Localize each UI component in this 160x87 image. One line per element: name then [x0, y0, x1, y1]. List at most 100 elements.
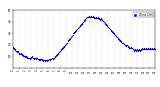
- Point: [128, 47, 130, 48]
- Point: [153, 48, 156, 50]
- Point: [88, 15, 90, 17]
- Point: [102, 21, 105, 22]
- Point: [123, 44, 125, 45]
- Point: [63, 45, 66, 46]
- Point: [71, 34, 74, 35]
- Point: [25, 57, 28, 58]
- Point: [83, 19, 86, 21]
- Point: [127, 46, 129, 47]
- Point: [15, 51, 18, 52]
- Point: [147, 48, 150, 49]
- Point: [136, 49, 138, 51]
- Point: [120, 42, 123, 43]
- Point: [72, 33, 74, 34]
- Point: [12, 48, 15, 49]
- Point: [74, 30, 77, 31]
- Point: [33, 57, 36, 58]
- Point: [132, 49, 135, 50]
- Point: [90, 16, 93, 17]
- Point: [44, 60, 46, 61]
- Point: [124, 45, 127, 47]
- Point: [36, 57, 38, 59]
- Point: [50, 58, 53, 59]
- Point: [108, 28, 111, 29]
- Point: [118, 40, 121, 41]
- Point: [122, 42, 124, 44]
- Point: [142, 48, 144, 50]
- Point: [106, 26, 109, 27]
- Point: [125, 45, 127, 46]
- Point: [19, 52, 22, 54]
- Point: [149, 48, 152, 49]
- Point: [139, 49, 141, 51]
- Point: [41, 59, 43, 60]
- Point: [76, 28, 79, 29]
- Point: [101, 19, 104, 21]
- Point: [130, 46, 133, 48]
- Point: [79, 25, 81, 26]
- Point: [42, 60, 44, 61]
- Point: [19, 53, 21, 54]
- Point: [41, 59, 44, 61]
- Point: [136, 49, 139, 50]
- Point: [43, 59, 46, 61]
- Point: [112, 33, 115, 34]
- Point: [84, 18, 87, 20]
- Point: [89, 17, 91, 18]
- Point: [92, 16, 95, 17]
- Point: [12, 46, 14, 48]
- Point: [53, 57, 56, 58]
- Point: [90, 15, 92, 17]
- Point: [105, 24, 108, 25]
- Point: [105, 25, 108, 26]
- Point: [51, 57, 54, 58]
- Point: [28, 57, 30, 59]
- Point: [100, 19, 103, 20]
- Point: [109, 29, 112, 31]
- Point: [66, 41, 69, 42]
- Point: [110, 30, 113, 32]
- Point: [86, 17, 89, 18]
- Point: [131, 47, 133, 48]
- Point: [37, 59, 39, 60]
- Point: [152, 49, 155, 50]
- Point: [70, 36, 73, 37]
- Point: [40, 59, 42, 60]
- Point: [82, 21, 85, 22]
- Point: [64, 44, 67, 45]
- Point: [133, 49, 135, 51]
- Point: [60, 48, 63, 50]
- Point: [111, 31, 113, 32]
- Point: [124, 45, 126, 46]
- Point: [24, 56, 27, 57]
- Point: [116, 37, 118, 38]
- Point: [28, 58, 31, 59]
- Point: [45, 59, 48, 61]
- Point: [17, 52, 20, 53]
- Point: [17, 52, 20, 54]
- Point: [67, 39, 70, 40]
- Point: [22, 55, 24, 56]
- Point: [144, 49, 147, 50]
- Point: [78, 26, 80, 27]
- Point: [14, 49, 16, 51]
- Point: [52, 57, 55, 59]
- Point: [37, 59, 40, 61]
- Point: [13, 48, 16, 50]
- Point: [64, 44, 67, 46]
- Point: [99, 19, 101, 20]
- Point: [139, 50, 142, 51]
- Point: [86, 17, 88, 18]
- Point: [122, 43, 125, 44]
- Point: [75, 29, 77, 31]
- Point: [49, 59, 52, 61]
- Point: [104, 23, 107, 25]
- Point: [94, 17, 97, 19]
- Point: [112, 32, 114, 33]
- Point: [95, 17, 97, 18]
- Point: [83, 20, 85, 21]
- Point: [87, 16, 90, 17]
- Point: [110, 30, 112, 31]
- Point: [77, 27, 79, 28]
- Point: [121, 42, 123, 43]
